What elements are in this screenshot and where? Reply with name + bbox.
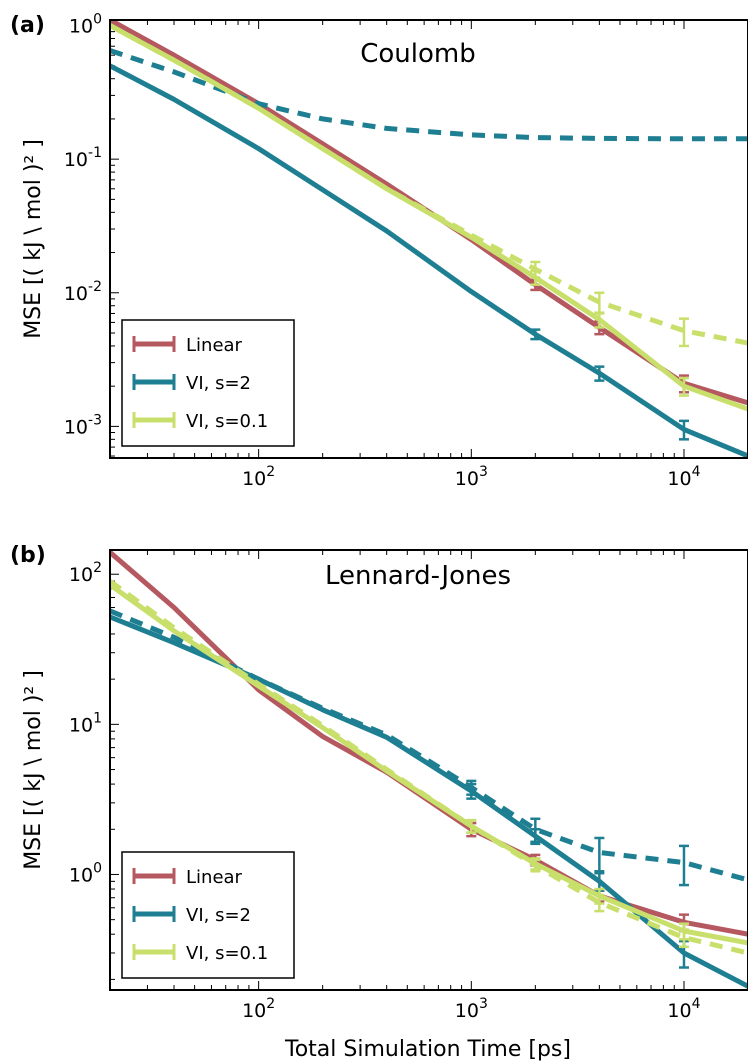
panel-a-frame	[109, 19, 748, 459]
panel-a-series-dashed-2-line	[110, 48, 748, 142]
panel-b-xtick-label-base: 10	[455, 1000, 479, 1022]
panel-a-xtick-label: 104	[667, 464, 700, 490]
panel-a-xtick-label-base: 10	[242, 468, 266, 490]
panel-b-ytick-label-base: 10	[69, 714, 93, 736]
panel-a-ytick-label-base: 10	[64, 416, 88, 438]
panel-b-plot-area	[110, 550, 748, 989]
panel-b-legend: Linear VI, s=2 VI, s=0.1	[121, 851, 295, 979]
panel-b-xtick-label-base: 10	[242, 1000, 266, 1022]
panel-b-ytick-label: 100	[69, 860, 102, 886]
panel-a-ytick-label-exp: 0	[93, 12, 102, 28]
panel-a-ytick-label-base: 10	[69, 16, 93, 38]
panel-a-xtick-label-base: 10	[455, 468, 479, 490]
panel-b-frame	[109, 549, 748, 991]
panel-a-series-dashed-4-line	[110, 23, 748, 346]
panel-b-xtick-label: 102	[242, 996, 275, 1022]
panel-b-xtick-label-exp: 2	[266, 996, 275, 1012]
panel-b-legend-entry-vi-s-0-1-label: VI, s=0.1	[186, 943, 268, 964]
panel-b-y-axis-label: MSE [( kJ \ mol )² ]	[21, 670, 46, 870]
panel-b-ytick-label-base: 10	[69, 564, 93, 586]
x-axis-label: Total Simulation Time [ps]	[284, 1037, 571, 1061]
panel-a-xtick-label-base: 10	[667, 468, 691, 490]
panel-a-plot-area	[110, 20, 748, 458]
panel-b-xtick-label-exp: 3	[479, 996, 488, 1012]
panel-a-legend: Linear VI, s=2 VI, s=0.1	[121, 319, 295, 447]
panel-b-ytick-label: 101	[69, 710, 102, 736]
panel-b-xtick-label-base: 10	[667, 1000, 691, 1022]
panel-a-title: Coulomb	[360, 39, 476, 69]
panel-a-xtick-label: 102	[242, 464, 275, 490]
panel-b-xtick-label-exp: 4	[692, 996, 701, 1012]
panel-a-ytick-label-exp: -1	[88, 145, 102, 161]
panel-b-series-dashed-4-line	[110, 579, 748, 956]
panel-a-xtick-label-exp: 4	[692, 464, 701, 480]
panel-a-letter: (a)	[10, 13, 45, 38]
panel-b-title: Lennard-Jones	[325, 561, 511, 591]
panel-a-xtick-label-exp: 3	[479, 464, 488, 480]
panel-b-legend-entry-linear-label: Linear	[186, 867, 243, 888]
panel-a-y-axis-label: MSE [( kJ \ mol )² ]	[21, 139, 46, 339]
panel-b-xtick-label: 104	[667, 996, 700, 1022]
panel-a-legend-entry-vi-s-0-1-label: VI, s=0.1	[186, 411, 268, 432]
panel-a-xtick-label: 103	[455, 464, 488, 490]
panel-b-ytick-label-base: 10	[69, 864, 93, 886]
panel-a-xtick-label-exp: 2	[266, 464, 275, 480]
panel-a-ytick-label: 100	[69, 12, 102, 38]
panel-a-ytick-label-exp: -3	[88, 412, 102, 428]
panel-a-legend-entry-linear-label: Linear	[186, 335, 243, 356]
panel-b-xtick-label: 103	[455, 996, 488, 1022]
panel-a-legend-entry-vi-s-2-label: VI, s=2	[186, 373, 251, 394]
panel-b-ytick-label: 102	[69, 560, 102, 586]
panel-b-ytick-label-exp: 1	[93, 710, 102, 726]
panel-a-ytick-label: 10-2	[64, 279, 102, 305]
panel-a-ytick-label: 10-1	[64, 145, 102, 171]
panel-b-ytick-label-exp: 0	[93, 860, 102, 876]
panel-b-ytick-label-exp: 2	[93, 560, 102, 576]
panel-a-ytick-label-base: 10	[64, 283, 88, 305]
panel-b-letter: (b)	[10, 543, 46, 568]
panel-a-series-vi-s-2-line	[110, 63, 748, 458]
panel-a-ytick-label-base: 10	[64, 149, 88, 171]
panel-a-ytick-label-exp: -2	[88, 279, 102, 295]
panel-a-ytick-label: 10-3	[64, 412, 102, 438]
panel-b-legend-entry-vi-s-2-label: VI, s=2	[186, 905, 251, 926]
